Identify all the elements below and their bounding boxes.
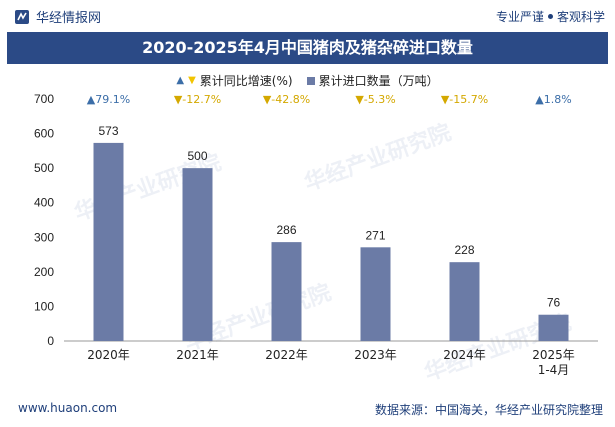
y-tick-label: 200 <box>34 265 54 279</box>
legend-volume: 累计进口数量（万吨） <box>306 72 439 89</box>
bar-value-label: 271 <box>365 228 385 242</box>
y-tick-label: 0 <box>47 334 54 348</box>
bar <box>360 247 391 341</box>
x-tick-label: 1-4月 <box>538 363 570 377</box>
legend: ▲ ▼ 累计同比增速(%) 累计进口数量（万吨） <box>0 72 615 89</box>
y-tick-label: 700 <box>34 92 54 106</box>
bar <box>93 142 124 341</box>
growth-label: ▲79.1% <box>87 93 130 106</box>
y-tick-label: 500 <box>34 161 54 175</box>
bar-value-label: 573 <box>98 124 118 138</box>
bar-value-label: 228 <box>454 243 474 257</box>
x-tick-label: 2025年 <box>532 348 575 362</box>
triangle-down-icon: ▼ <box>188 75 196 86</box>
tagline: 专业严谨 客观科学 <box>496 8 605 25</box>
growth-label: ▼-15.7% <box>441 93 488 106</box>
bar-value-label: 76 <box>547 296 561 310</box>
footer-source: 数据来源：中国海关，华经产业研究院整理 <box>374 403 603 417</box>
y-tick-label: 300 <box>34 230 54 244</box>
growth-label: ▼-5.3% <box>355 93 395 106</box>
growth-label: ▼-12.7% <box>174 93 221 106</box>
bar <box>182 168 213 341</box>
tagline-right: 客观科学 <box>556 10 605 24</box>
legend-growth-label: 累计同比增速(%) <box>199 74 293 88</box>
x-tick-label: 2023年 <box>354 348 397 362</box>
tagline-left: 专业严谨 <box>495 10 544 24</box>
growth-label: ▼-42.8% <box>263 93 310 106</box>
footer-website[interactable]: www.huaon.com <box>18 401 118 415</box>
separator-dot-icon <box>547 14 553 19</box>
brand-logo-icon <box>15 9 29 24</box>
chart-title: 2020-2025年4月中国猪肉及猪杂碎进口数量 <box>142 38 473 57</box>
title-bar: 2020-2025年4月中国猪肉及猪杂碎进口数量 <box>7 32 608 64</box>
legend-swatch-icon <box>306 76 315 85</box>
top-bar: 华经情报网 专业严谨 客观科学 <box>0 0 615 30</box>
x-tick-label: 2022年 <box>265 348 308 362</box>
y-tick-label: 100 <box>34 299 54 313</box>
legend-growth: ▲ ▼ 累计同比增速(%) <box>176 72 292 89</box>
bar-value-label: 500 <box>187 149 207 163</box>
x-tick-label: 2021年 <box>176 348 219 362</box>
bar <box>538 314 569 341</box>
x-tick-label: 2020年 <box>87 348 130 362</box>
bar-value-label: 286 <box>276 223 296 237</box>
y-tick-label: 400 <box>34 196 54 210</box>
growth-label: ▲1.8% <box>535 93 571 106</box>
bar <box>449 262 480 341</box>
triangle-up-icon: ▲ <box>176 75 185 86</box>
y-tick-label: 600 <box>34 127 54 141</box>
x-tick-label: 2024年 <box>443 348 486 362</box>
brand: 华经情报网 <box>14 7 101 26</box>
legend-volume-label: 累计进口数量（万吨） <box>318 74 439 88</box>
brand-name: 华经情报网 <box>36 11 102 26</box>
bar <box>271 242 302 341</box>
